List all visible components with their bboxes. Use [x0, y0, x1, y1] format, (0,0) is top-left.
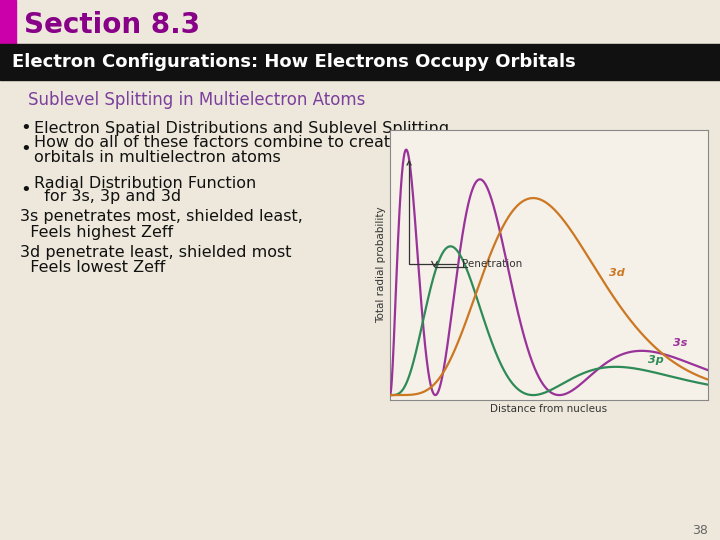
Text: 38: 38 — [692, 523, 708, 537]
Text: 3d penetrate least, shielded most: 3d penetrate least, shielded most — [20, 245, 292, 260]
Bar — [0, 0, 16, 50]
Text: orbitals in multielectron atoms: orbitals in multielectron atoms — [34, 151, 281, 165]
Y-axis label: Total radial probability: Total radial probability — [376, 207, 386, 323]
Text: Penetration: Penetration — [407, 161, 522, 269]
Text: Sublevel Splitting in Multielectron Atoms: Sublevel Splitting in Multielectron Atom… — [28, 91, 365, 109]
Text: Feels lowest Zeff: Feels lowest Zeff — [20, 260, 166, 274]
Text: •: • — [20, 119, 31, 137]
Text: Radial Distribution Function: Radial Distribution Function — [34, 176, 256, 191]
Text: Electron Configurations: How Electrons Occupy Orbitals: Electron Configurations: How Electrons O… — [12, 53, 576, 71]
Text: for 3s, 3p and 3d: for 3s, 3p and 3d — [34, 190, 181, 205]
Text: Electron Spatial Distributions and Sublevel Splitting: Electron Spatial Distributions and Suble… — [34, 120, 449, 136]
Text: 3d: 3d — [609, 268, 625, 279]
Text: Feels highest Zeff: Feels highest Zeff — [20, 225, 173, 240]
Text: •: • — [20, 181, 31, 199]
Bar — [0, 44, 720, 80]
Text: Section 8.3: Section 8.3 — [24, 11, 200, 39]
Text: 3s: 3s — [673, 339, 688, 348]
Text: How do all of these factors combine to create nondegenerate: How do all of these factors combine to c… — [34, 136, 528, 151]
Text: 3p: 3p — [647, 355, 663, 365]
Text: 3s penetrates most, shielded least,: 3s penetrates most, shielded least, — [20, 210, 303, 225]
Text: •: • — [20, 140, 31, 158]
X-axis label: Distance from nucleus: Distance from nucleus — [490, 404, 608, 414]
